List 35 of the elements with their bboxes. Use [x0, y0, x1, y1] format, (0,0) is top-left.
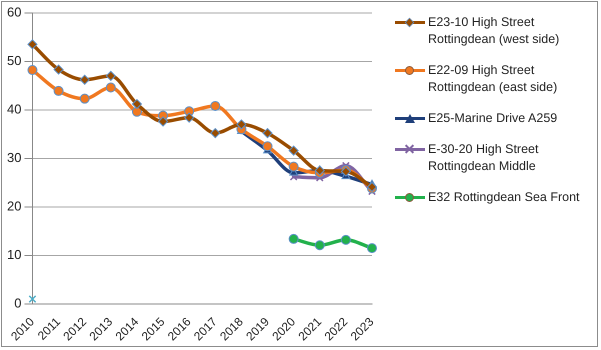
- point: [262, 141, 273, 152]
- point: [236, 119, 246, 130]
- legend-label: E23-10 High Street Rottingdean (west side): [428, 14, 560, 48]
- point: [184, 112, 194, 123]
- point: [262, 128, 273, 138]
- legend-label: E32 Rottingdean Sea Front: [428, 189, 580, 206]
- point: [106, 70, 116, 81]
- point: [106, 82, 116, 93]
- y-tick-label: 30: [6, 150, 22, 165]
- legend-label: E25-Marine Drive A259: [428, 110, 558, 127]
- point: [27, 39, 38, 50]
- point: [288, 146, 299, 156]
- point: [158, 116, 168, 126]
- point: [132, 99, 142, 110]
- y-tick-label: 40: [6, 101, 22, 116]
- y-tick-label: 20: [6, 198, 22, 214]
- point: [288, 234, 299, 244]
- y-tick-label: 0: [14, 296, 22, 311]
- point: [28, 295, 36, 304]
- point: [288, 162, 299, 172]
- legend-label: E-30-20 High Street Rottingdean Middle: [428, 141, 540, 175]
- point: [54, 86, 64, 96]
- y-tick-label: 10: [6, 246, 22, 262]
- y-tick-label: 50: [6, 52, 22, 68]
- point: [210, 100, 220, 111]
- point: [210, 128, 220, 138]
- point: [27, 65, 38, 76]
- point: [80, 74, 90, 85]
- point: [340, 234, 351, 245]
- point: [314, 240, 325, 250]
- point: [367, 243, 377, 254]
- point: [54, 64, 64, 75]
- point: [80, 94, 90, 104]
- legend-label: E22-09 High Street Rottingdean (east side): [428, 62, 558, 96]
- y-tick-label: 60: [6, 4, 22, 20]
